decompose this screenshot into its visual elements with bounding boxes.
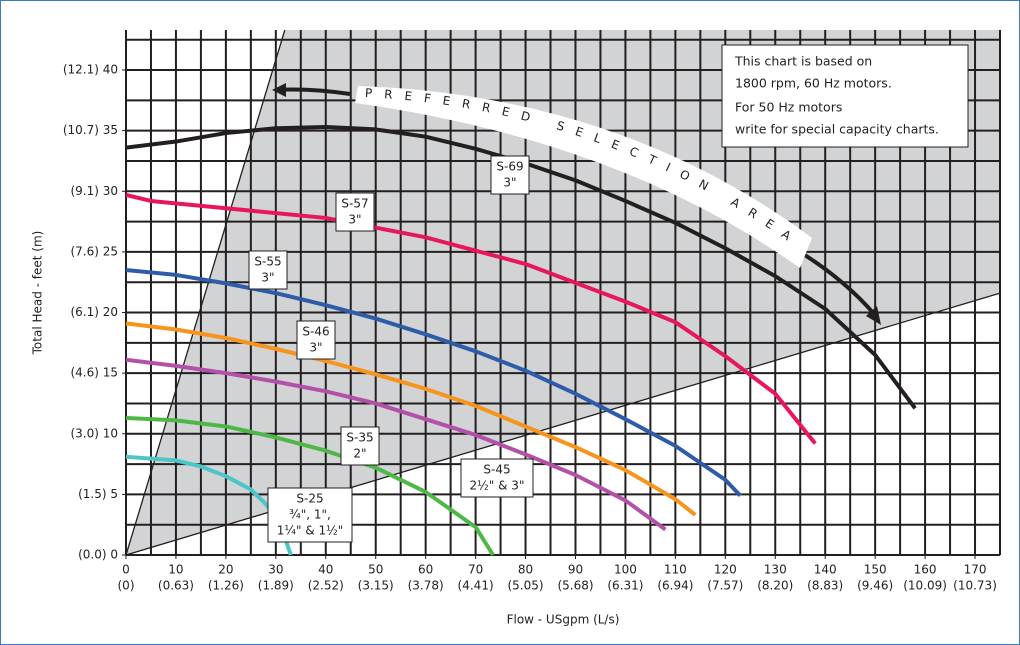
note-line: For 50 Hz motors [735,100,842,115]
curve-label-size: 1¼" & 1½" [277,524,344,538]
y-tick-label: (12.1) 40 [63,63,118,77]
curve-label-box [296,320,336,360]
grid-layer: 0 (0) 10 (0.63) 20 (1.26) 30 (1.89) 40 (2.52) 50 (3… [31,29,1001,627]
curve-label-size: 2½" & 3" [470,479,525,493]
x-tick-sublabel: (2.52) [308,579,344,593]
y-tick-label: (0.0) 0 [78,548,118,562]
x-tick-label: 120 [714,563,737,577]
curve-label-box [490,155,530,195]
curve-label-box [460,458,534,498]
boundary-line [125,29,286,556]
x-tick-label: 50 [368,563,383,577]
curve-label-size: 3" [309,341,322,355]
note-frame [721,44,969,148]
x-tick-sublabel: (3.78) [408,579,444,593]
y-tick-label: (7.6) 25 [70,244,118,258]
curve-label-box [267,487,353,543]
curve-label-name: S-69 [496,160,523,174]
note-box: This chart is based on 1800 rpm, 60 Hz mo… [721,44,969,148]
curve-label-box [335,192,375,232]
curve-label-box [340,426,380,466]
curve-label-size: 3" [503,176,516,190]
x-tick-label: 30 [268,563,283,577]
x-tick-sublabel: (8.83) [807,579,843,593]
y-tick-label: (4.6) 15 [70,366,118,380]
arrow-head [866,306,881,325]
x-tick-label: 90 [568,563,583,577]
pump-curve [125,415,495,557]
x-tick-sublabel: (4.41) [458,579,494,593]
x-tick-sublabel: (8.20) [757,579,793,593]
x-tick-sublabel: (3.15) [358,579,394,593]
note-line: 1800 rpm, 60 Hz motors. [735,76,892,91]
y-tick-label: (10.7) 35 [63,123,118,137]
pump-curve [125,357,667,532]
x-tick-label: 160 [914,563,937,577]
x-tick-label: 130 [764,563,787,577]
curve-label-name: S-35 [346,431,373,445]
x-tick-sublabel: (6.94) [657,579,693,593]
note-line: This chart is based on [734,54,872,69]
curve-label-name: S-25 [296,492,323,506]
y-tick-label: (3.0) 10 [70,426,118,440]
y-axis-label: Total Head - feet (m) [31,231,45,356]
x-tick-sublabel: (7.57) [707,579,743,593]
curve-label-name: S-45 [483,463,510,477]
pump-curve [125,268,742,497]
curve-label-name: S-46 [302,325,329,339]
x-tick-label: 170 [964,563,987,577]
swoosh [355,86,812,268]
x-tick-label: 140 [814,563,837,577]
x-tick-sublabel: (0.63) [158,579,194,593]
x-tick-sublabel: (1.26) [208,579,244,593]
pump-curve [125,321,697,517]
note-line: write for special capacity charts. [735,122,939,137]
x-tick-sublabel: (0) [118,579,135,593]
x-tick-sublabel: (9.46) [857,579,893,593]
curve-label-size: 3" [348,213,361,227]
x-axis-label: Flow - USgpm (L/s) [507,613,620,627]
pump-curve [125,192,817,445]
x-tick-label: 0 [122,563,130,577]
x-tick-label: 20 [218,563,233,577]
x-tick-label: 10 [168,563,183,577]
x-tick-sublabel: (10.73) [953,579,997,593]
x-tick-label: 80 [518,563,533,577]
x-tick-label: 60 [418,563,433,577]
curve-label-size: 2" [353,447,366,461]
curve-label-box [248,250,288,290]
curve-label-size: 3" [261,271,274,285]
label-layer: S-69 3" S-57 3" S-55 3" S-46 3" S-45 2½" & 3" S-35… [248,155,534,543]
x-tick-sublabel: (1.89) [258,579,294,593]
y-tick-label: (9.1) 30 [70,184,118,198]
arrow-head [272,83,286,97]
x-tick-sublabel: (10.09) [903,579,947,593]
curve-label-name: S-55 [254,255,281,269]
x-tick-sublabel: (5.05) [507,579,543,593]
x-tick-label: 150 [864,563,887,577]
x-tick-label: 110 [664,563,687,577]
y-tick-label: (6.1) 20 [70,305,118,319]
x-tick-label: 70 [468,563,483,577]
y-tick-label: (1.5) 5 [78,487,118,501]
x-tick-sublabel: (5.68) [557,579,593,593]
curve-label-size: ¾", 1", [289,508,331,522]
curve-label-name: S-57 [341,197,368,211]
x-tick-sublabel: (6.31) [607,579,643,593]
x-tick-label: 40 [318,563,333,577]
arrow-line [798,250,877,317]
x-tick-label: 100 [614,563,637,577]
